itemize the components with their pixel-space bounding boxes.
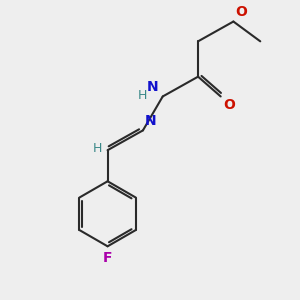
Text: N: N [147, 80, 159, 94]
Text: H: H [93, 142, 102, 155]
Text: N: N [144, 114, 156, 128]
Text: H: H [138, 88, 147, 101]
Text: O: O [235, 5, 247, 19]
Text: F: F [103, 250, 112, 265]
Text: O: O [223, 98, 235, 112]
